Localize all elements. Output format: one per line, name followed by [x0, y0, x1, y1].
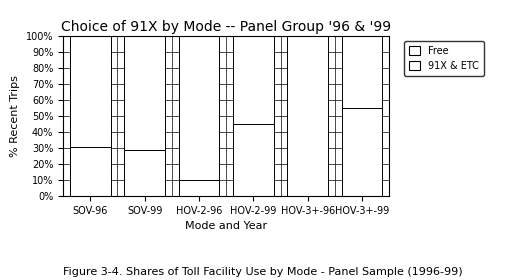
Bar [70, 146, 110, 196]
Bar [70, 36, 110, 146]
Bar [124, 36, 165, 150]
Text: Figure 3-4. Shares of Toll Facility Use by Mode - Panel Sample (1996-99): Figure 3-4. Shares of Toll Facility Use … [63, 267, 463, 277]
Title: Choice of 91X by Mode -- Panel Group '96 & '99: Choice of 91X by Mode -- Panel Group '96… [61, 20, 391, 34]
Bar [179, 36, 219, 180]
Bar [179, 180, 219, 196]
Legend: Free, 91X & ETC: Free, 91X & ETC [404, 41, 484, 76]
Bar [342, 36, 382, 108]
Bar [233, 124, 274, 196]
Bar [233, 36, 274, 124]
Bar [287, 36, 328, 196]
Bar [342, 108, 382, 196]
Y-axis label: % Recent Trips: % Recent Trips [11, 75, 21, 157]
X-axis label: Mode and Year: Mode and Year [185, 221, 267, 231]
Bar [124, 150, 165, 196]
